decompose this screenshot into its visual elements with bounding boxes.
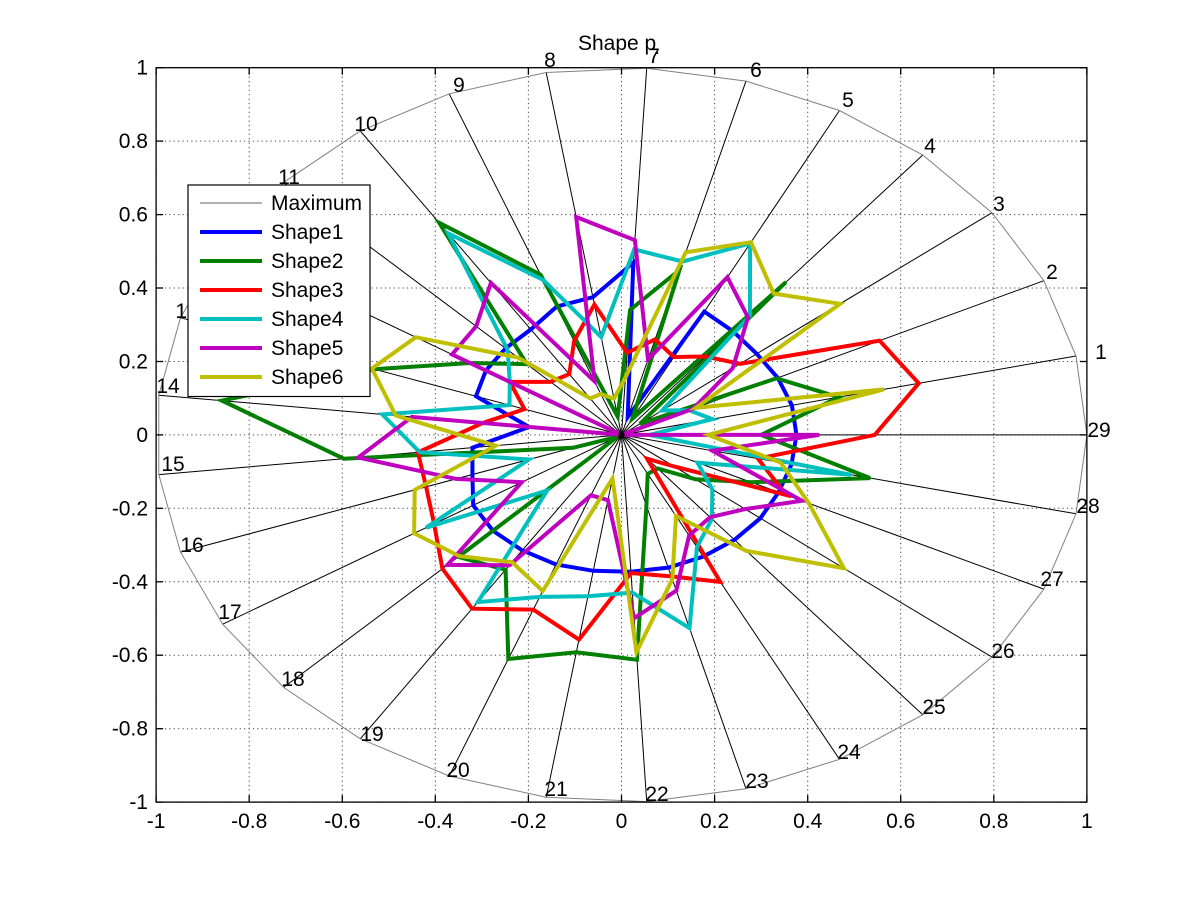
svg-text:1: 1 xyxy=(1095,341,1107,364)
svg-text:0.8: 0.8 xyxy=(119,130,148,153)
svg-text:0.4: 0.4 xyxy=(119,277,149,300)
svg-text:0.4: 0.4 xyxy=(793,810,823,833)
svg-text:10: 10 xyxy=(354,113,377,136)
svg-text:Shape3: Shape3 xyxy=(271,279,343,302)
svg-text:22: 22 xyxy=(645,783,668,806)
svg-text:0.2: 0.2 xyxy=(119,351,148,374)
svg-text:27: 27 xyxy=(1040,568,1063,591)
svg-text:-0.6: -0.6 xyxy=(112,644,148,667)
svg-text:0: 0 xyxy=(136,424,148,447)
svg-text:Maximum: Maximum xyxy=(271,192,362,215)
svg-text:-0.2: -0.2 xyxy=(510,810,546,833)
svg-text:-0.8: -0.8 xyxy=(112,718,148,741)
svg-text:26: 26 xyxy=(991,640,1014,663)
svg-text:3: 3 xyxy=(993,193,1005,216)
svg-text:0: 0 xyxy=(616,810,628,833)
svg-text:Shape1: Shape1 xyxy=(271,221,343,244)
svg-text:Shape6: Shape6 xyxy=(271,366,343,389)
svg-text:Shape p: Shape p xyxy=(578,32,656,55)
svg-text:0.6: 0.6 xyxy=(886,810,915,833)
svg-text:6: 6 xyxy=(750,59,762,82)
svg-text:0.6: 0.6 xyxy=(119,204,148,227)
svg-text:14: 14 xyxy=(156,375,180,398)
svg-text:16: 16 xyxy=(180,534,203,557)
svg-text:29: 29 xyxy=(1087,419,1110,442)
svg-text:2: 2 xyxy=(1046,261,1058,284)
svg-text:7: 7 xyxy=(648,45,660,68)
svg-text:-0.6: -0.6 xyxy=(324,810,360,833)
svg-text:.: . xyxy=(655,39,660,58)
svg-text:11: 11 xyxy=(278,166,300,189)
svg-text:0.2: 0.2 xyxy=(700,810,729,833)
svg-text:4: 4 xyxy=(924,135,936,158)
svg-text:28: 28 xyxy=(1076,495,1099,518)
svg-text:-0.4: -0.4 xyxy=(112,571,149,594)
svg-text:8: 8 xyxy=(544,49,556,72)
svg-text:-1: -1 xyxy=(129,791,148,814)
svg-text:18: 18 xyxy=(281,668,304,691)
svg-text:-1: -1 xyxy=(147,810,166,833)
svg-text:19: 19 xyxy=(360,723,383,746)
svg-text:24: 24 xyxy=(837,741,861,764)
svg-text:Shape2: Shape2 xyxy=(271,250,343,273)
svg-text:Shape4: Shape4 xyxy=(271,308,344,331)
svg-text:21: 21 xyxy=(544,778,567,801)
svg-text:Shape5: Shape5 xyxy=(271,337,343,360)
svg-text:20: 20 xyxy=(446,759,469,782)
svg-text:-0.2: -0.2 xyxy=(112,497,148,520)
svg-text:25: 25 xyxy=(922,696,945,719)
svg-text:17: 17 xyxy=(218,601,241,624)
svg-text:15: 15 xyxy=(161,453,184,476)
svg-text:-0.4: -0.4 xyxy=(417,810,454,833)
svg-text:23: 23 xyxy=(745,770,768,793)
svg-text:0.8: 0.8 xyxy=(979,810,1008,833)
svg-text:9: 9 xyxy=(453,74,465,97)
svg-text:1: 1 xyxy=(1081,810,1093,833)
svg-text:5: 5 xyxy=(842,89,854,112)
svg-text:-0.8: -0.8 xyxy=(231,810,267,833)
svg-text:1: 1 xyxy=(136,57,148,80)
